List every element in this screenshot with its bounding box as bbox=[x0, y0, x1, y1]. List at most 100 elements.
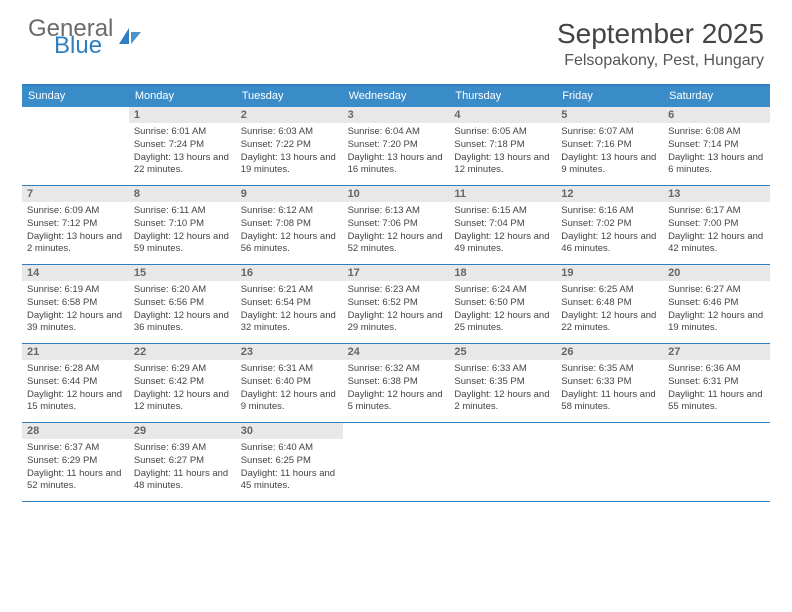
calendar-week: 21Sunrise: 6:28 AMSunset: 6:44 PMDayligh… bbox=[22, 344, 770, 423]
calendar-day: . bbox=[22, 107, 129, 185]
day-details: Sunrise: 6:21 AMSunset: 6:54 PMDaylight:… bbox=[236, 281, 343, 339]
day-number: 16 bbox=[236, 265, 343, 281]
day-number: 4 bbox=[449, 107, 556, 123]
day-number: 28 bbox=[22, 423, 129, 439]
daylight-line: Daylight: 12 hours and 5 minutes. bbox=[348, 389, 445, 415]
daylight-line: Daylight: 12 hours and 29 minutes. bbox=[348, 310, 445, 336]
daylight-line: Daylight: 11 hours and 45 minutes. bbox=[241, 468, 338, 494]
calendar-day: 14Sunrise: 6:19 AMSunset: 6:58 PMDayligh… bbox=[22, 265, 129, 343]
daylight-line: Daylight: 13 hours and 22 minutes. bbox=[134, 152, 231, 178]
day-details: Sunrise: 6:23 AMSunset: 6:52 PMDaylight:… bbox=[343, 281, 450, 339]
day-number: 10 bbox=[343, 186, 450, 202]
sunrise-line: Sunrise: 6:03 AM bbox=[241, 126, 338, 139]
calendar-day: 9Sunrise: 6:12 AMSunset: 7:08 PMDaylight… bbox=[236, 186, 343, 264]
daylight-line: Daylight: 13 hours and 9 minutes. bbox=[561, 152, 658, 178]
day-details: Sunrise: 6:32 AMSunset: 6:38 PMDaylight:… bbox=[343, 360, 450, 418]
daylight-line: Daylight: 11 hours and 48 minutes. bbox=[134, 468, 231, 494]
day-number: 23 bbox=[236, 344, 343, 360]
daylight-line: Daylight: 12 hours and 32 minutes. bbox=[241, 310, 338, 336]
daylight-line: Daylight: 12 hours and 49 minutes. bbox=[454, 231, 551, 257]
daylight-line: Daylight: 11 hours and 58 minutes. bbox=[561, 389, 658, 415]
calendar-day: 25Sunrise: 6:33 AMSunset: 6:35 PMDayligh… bbox=[449, 344, 556, 422]
daylight-line: Daylight: 13 hours and 12 minutes. bbox=[454, 152, 551, 178]
sunrise-line: Sunrise: 6:04 AM bbox=[348, 126, 445, 139]
day-details: Sunrise: 6:19 AMSunset: 6:58 PMDaylight:… bbox=[22, 281, 129, 339]
title-block: September 2025 Felsopakony, Pest, Hungar… bbox=[557, 18, 764, 70]
sunset-line: Sunset: 7:00 PM bbox=[668, 218, 765, 231]
day-number: 22 bbox=[129, 344, 236, 360]
calendar-week: .1Sunrise: 6:01 AMSunset: 7:24 PMDayligh… bbox=[22, 107, 770, 186]
sunset-line: Sunset: 7:04 PM bbox=[454, 218, 551, 231]
day-details: Sunrise: 6:05 AMSunset: 7:18 PMDaylight:… bbox=[449, 123, 556, 181]
sunrise-line: Sunrise: 6:31 AM bbox=[241, 363, 338, 376]
daylight-line: Daylight: 12 hours and 46 minutes. bbox=[561, 231, 658, 257]
day-details: Sunrise: 6:36 AMSunset: 6:31 PMDaylight:… bbox=[663, 360, 770, 418]
day-details: Sunrise: 6:11 AMSunset: 7:10 PMDaylight:… bbox=[129, 202, 236, 260]
day-number: 29 bbox=[129, 423, 236, 439]
day-number: 18 bbox=[449, 265, 556, 281]
sunrise-line: Sunrise: 6:33 AM bbox=[454, 363, 551, 376]
sunset-line: Sunset: 6:27 PM bbox=[134, 455, 231, 468]
day-details: Sunrise: 6:01 AMSunset: 7:24 PMDaylight:… bbox=[129, 123, 236, 181]
calendar-day: 18 Sunrise: 6:24 AMSunset: 6:50 PMDayligh… bbox=[449, 265, 556, 343]
day-details: Sunrise: 6:28 AMSunset: 6:44 PMDaylight:… bbox=[22, 360, 129, 418]
sunset-line: Sunset: 6:44 PM bbox=[27, 376, 124, 389]
sunset-line: Sunset: 7:14 PM bbox=[668, 139, 765, 152]
day-details: Sunrise: 6:09 AMSunset: 7:12 PMDaylight:… bbox=[22, 202, 129, 260]
calendar-day: 11Sunrise: 6:15 AMSunset: 7:04 PMDayligh… bbox=[449, 186, 556, 264]
sunrise-line: Sunrise: 6:21 AM bbox=[241, 284, 338, 297]
weekday-header: Monday bbox=[129, 86, 236, 107]
day-number: 2 bbox=[236, 107, 343, 123]
month-title: September 2025 bbox=[557, 18, 764, 50]
calendar-day: . bbox=[343, 423, 450, 501]
day-number: 17 bbox=[343, 265, 450, 281]
calendar-body: .1Sunrise: 6:01 AMSunset: 7:24 PMDayligh… bbox=[22, 107, 770, 502]
location-label: Felsopakony, Pest, Hungary bbox=[557, 52, 764, 70]
daylight-line: Daylight: 12 hours and 15 minutes. bbox=[27, 389, 124, 415]
calendar-day: 23Sunrise: 6:31 AMSunset: 6:40 PMDayligh… bbox=[236, 344, 343, 422]
day-number: 14 bbox=[22, 265, 129, 281]
day-details: Sunrise: 6:07 AMSunset: 7:16 PMDaylight:… bbox=[556, 123, 663, 181]
sunset-line: Sunset: 6:54 PM bbox=[241, 297, 338, 310]
weekday-header-row: Sunday Monday Tuesday Wednesday Thursday… bbox=[22, 86, 770, 107]
daylight-line: Daylight: 12 hours and 39 minutes. bbox=[27, 310, 124, 336]
calendar-day: 3Sunrise: 6:04 AMSunset: 7:20 PMDaylight… bbox=[343, 107, 450, 185]
header: General Blue September 2025 Felsopakony,… bbox=[0, 0, 792, 78]
sunrise-line: Sunrise: 6:15 AM bbox=[454, 205, 551, 218]
sunset-line: Sunset: 6:31 PM bbox=[668, 376, 765, 389]
day-number: 3 bbox=[343, 107, 450, 123]
sunrise-line: Sunrise: 6:13 AM bbox=[348, 205, 445, 218]
day-details: Sunrise: 6:37 AMSunset: 6:29 PMDaylight:… bbox=[22, 439, 129, 497]
calendar-day: 21Sunrise: 6:28 AMSunset: 6:44 PMDayligh… bbox=[22, 344, 129, 422]
sunset-line: Sunset: 7:20 PM bbox=[348, 139, 445, 152]
logo-word2: Blue bbox=[54, 35, 139, 58]
calendar: Sunday Monday Tuesday Wednesday Thursday… bbox=[22, 84, 770, 502]
day-details: Sunrise: 6:39 AMSunset: 6:27 PMDaylight:… bbox=[129, 439, 236, 497]
daylight-line: Daylight: 11 hours and 55 minutes. bbox=[668, 389, 765, 415]
sunset-line: Sunset: 6:50 PM bbox=[454, 297, 551, 310]
day-details: Sunrise: 6:16 AMSunset: 7:02 PMDaylight:… bbox=[556, 202, 663, 260]
day-number: 6 bbox=[663, 107, 770, 123]
calendar-week: 14Sunrise: 6:19 AMSunset: 6:58 PMDayligh… bbox=[22, 265, 770, 344]
sunrise-line: Sunrise: 6:28 AM bbox=[27, 363, 124, 376]
calendar-day: 6Sunrise: 6:08 AMSunset: 7:14 PMDaylight… bbox=[663, 107, 770, 185]
day-number: 5 bbox=[556, 107, 663, 123]
daylight-line: Daylight: 12 hours and 12 minutes. bbox=[134, 389, 231, 415]
day-number: 25 bbox=[449, 344, 556, 360]
daylight-line: Daylight: 12 hours and 59 minutes. bbox=[134, 231, 231, 257]
sunset-line: Sunset: 7:08 PM bbox=[241, 218, 338, 231]
day-details: Sunrise: 6:03 AMSunset: 7:22 PMDaylight:… bbox=[236, 123, 343, 181]
day-number: 20 bbox=[663, 265, 770, 281]
sunrise-line: Sunrise: 6:24 AM bbox=[454, 284, 551, 297]
sunset-line: Sunset: 7:12 PM bbox=[27, 218, 124, 231]
day-number: 19 bbox=[556, 265, 663, 281]
calendar-day: 1Sunrise: 6:01 AMSunset: 7:24 PMDaylight… bbox=[129, 107, 236, 185]
daylight-line: Daylight: 12 hours and 56 minutes. bbox=[241, 231, 338, 257]
weekday-header: Tuesday bbox=[236, 86, 343, 107]
sunset-line: Sunset: 7:10 PM bbox=[134, 218, 231, 231]
calendar-day: 5Sunrise: 6:07 AMSunset: 7:16 PMDaylight… bbox=[556, 107, 663, 185]
calendar-day: 30Sunrise: 6:40 AMSunset: 6:25 PMDayligh… bbox=[236, 423, 343, 501]
calendar-day: 13Sunrise: 6:17 AMSunset: 7:00 PMDayligh… bbox=[663, 186, 770, 264]
day-details: Sunrise: 6:31 AMSunset: 6:40 PMDaylight:… bbox=[236, 360, 343, 418]
daylight-line: Daylight: 12 hours and 25 minutes. bbox=[454, 310, 551, 336]
